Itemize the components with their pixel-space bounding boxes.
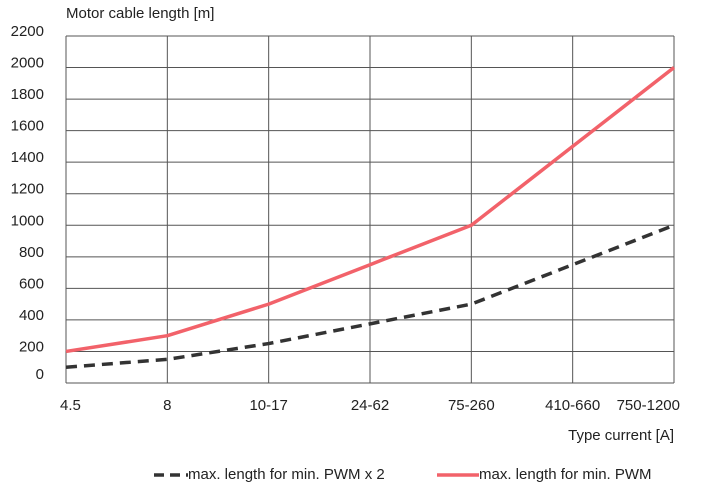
grid [65, 35, 675, 384]
y-tick-label: 800 [19, 244, 44, 261]
y-tick-labels: 0 200 400 600 800 1000 1200 1400 1600 1800 2000 220… [11, 23, 44, 383]
legend-solid-swatch [437, 473, 479, 477]
y-tick-label: 2200 [11, 23, 44, 40]
legend-label-pwm: max. length for min. PWM [479, 466, 652, 483]
y-tick-label: 200 [19, 338, 44, 355]
x-tick-label: 4.5 [60, 397, 81, 414]
y-tick-label: 1400 [11, 149, 44, 166]
y-axis-label: Motor cable length [m] [66, 5, 214, 22]
x-tick-label: 10-17 [249, 397, 287, 414]
legend-dashed-swatch [154, 473, 188, 477]
legend-label-pwm-x2: max. length for min. PWM x 2 [188, 466, 385, 483]
series-line-1 [65, 66, 676, 354]
x-tick-label: 410-660 [545, 397, 600, 414]
y-tick-label: 0 [36, 366, 44, 383]
series-line-0 [65, 223, 675, 369]
x-axis-label: Type current [A] [568, 427, 674, 444]
series-lines [65, 66, 676, 369]
y-tick-label: 1000 [11, 212, 44, 229]
legend-item-pwm: max. length for min. PWM [437, 466, 652, 483]
x-tick-label: 750-1200 [617, 397, 680, 414]
y-tick-label: 2000 [11, 55, 44, 72]
x-tick-label: 75-260 [448, 397, 495, 414]
x-tick-labels: 4.5 8 10-17 24-62 75-260 410-660 750-1200 [60, 397, 680, 414]
y-tick-label: 1600 [11, 118, 44, 135]
y-tick-label: 1200 [11, 181, 44, 198]
legend-item-pwm-x2: max. length for min. PWM x 2 [154, 466, 385, 483]
x-tick-label: 8 [163, 397, 171, 414]
y-tick-label: 1800 [11, 86, 44, 103]
y-tick-label: 400 [19, 307, 44, 324]
y-tick-label: 600 [19, 275, 44, 292]
x-tick-label: 24-62 [351, 397, 389, 414]
